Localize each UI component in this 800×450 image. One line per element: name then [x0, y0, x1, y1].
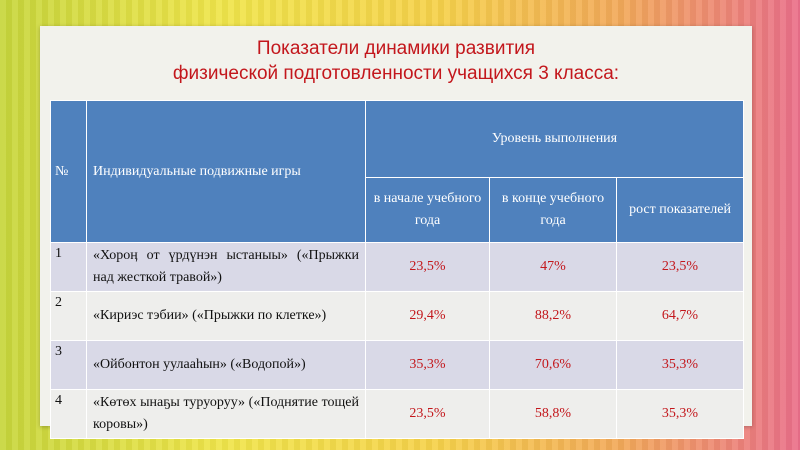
row-growth-value: 35,3% [615, 389, 745, 439]
row-number: 2 [50, 291, 87, 341]
header-level: Уровень выполнения [364, 100, 745, 178]
row-game: «Көтөх ынаҕы туруоруу» («Поднятие тощей … [86, 389, 366, 439]
row-number: 1 [50, 242, 87, 292]
table-row: 4 «Көтөх ынаҕы туруоруу» («Поднятие тоще… [50, 389, 745, 439]
header-start: в начале учебного года [365, 177, 490, 243]
row-start-value: 35,3% [365, 340, 490, 390]
header-number: № [50, 100, 87, 243]
row-end-value: 47% [489, 242, 617, 292]
row-game: «Кириэс тэбии» («Прыжки по клетке») [86, 291, 366, 341]
header-row-2: в начале учебного года в конце учебного … [51, 177, 745, 243]
header-growth: рост показателей [615, 177, 745, 243]
slide-title: Показатели динамики развития физической … [40, 36, 752, 86]
row-start-value: 23,5% [365, 242, 490, 292]
row-game: «Хороӊ от үрдүнэн ыстаныы» («Прыжки над … [86, 242, 366, 292]
row-game: «Ойбонтон уулааһын» («Водопой») [86, 340, 366, 390]
slide: Показатели динамики развития физической … [40, 26, 752, 439]
table-row: 1 «Хороӊ от үрдүнэн ыстаныы» («Прыжки на… [50, 242, 745, 292]
table-row: 2 «Кириэс тэбии» («Прыжки по клетке») 29… [50, 291, 745, 341]
row-number: 3 [50, 340, 87, 390]
row-number: 4 [50, 389, 87, 439]
row-end-value: 70,6% [489, 340, 617, 390]
table-row: 3 «Ойбонтон уулааһын» («Водопой») 35,3% … [50, 340, 745, 390]
row-end-value: 58,8% [489, 389, 617, 439]
row-growth-value: 64,7% [615, 291, 745, 341]
header-end: в конце учебного года [489, 177, 617, 243]
row-growth-value: 23,5% [615, 242, 745, 292]
title-line-2: физической подготовленности учащихся 3 к… [172, 63, 620, 84]
header-row-1: № Индивидуальные подвижные игры Уровень … [50, 100, 745, 243]
row-start-value: 29,4% [365, 291, 490, 341]
row-start-value: 23,5% [365, 389, 490, 439]
title-line-1: Показатели динамики развития [256, 38, 536, 59]
row-growth-value: 35,3% [615, 340, 745, 390]
results-table: № Индивидуальные подвижные игры Уровень … [50, 100, 745, 439]
row-end-value: 88,2% [489, 291, 617, 341]
header-games: Индивидуальные подвижные игры [86, 100, 366, 243]
